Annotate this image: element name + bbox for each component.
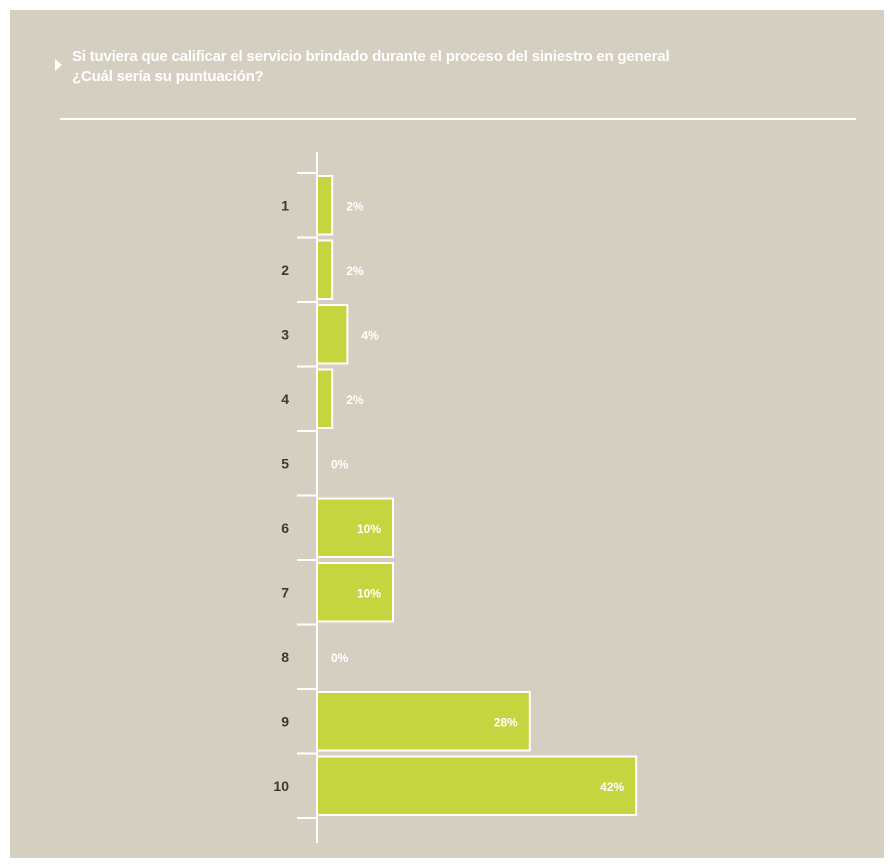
bar-10 [316, 755, 638, 816]
category-label: 3 [281, 326, 289, 342]
category-label: 5 [281, 455, 289, 471]
value-label: 28% [494, 715, 518, 729]
value-label: 2% [346, 264, 364, 278]
bar-7 [316, 562, 394, 623]
category-label: 4 [281, 391, 289, 407]
value-label: 2% [346, 199, 364, 213]
bar-4 [316, 368, 334, 429]
value-label: 10% [357, 586, 381, 600]
category-label: 1 [281, 197, 289, 213]
value-label: 0% [331, 457, 349, 471]
value-label: 42% [600, 780, 624, 794]
value-label: 4% [361, 328, 379, 342]
category-label: 2 [281, 262, 289, 278]
bar-2 [316, 239, 334, 300]
chart-title: Si tuviera que calificar el servicio bri… [72, 47, 832, 87]
bar-1 [316, 175, 334, 236]
category-label: 9 [281, 713, 289, 729]
bar-3 [316, 304, 349, 365]
chart-title-line2: ¿Cuál sería su puntuación? [72, 68, 264, 85]
category-label: 10 [273, 778, 289, 794]
bar-6 [316, 497, 394, 558]
value-label: 10% [357, 522, 381, 536]
category-label: 8 [281, 649, 289, 665]
chart-title-line1: Si tuviera que calificar el servicio bri… [72, 48, 670, 65]
value-label: 2% [346, 393, 364, 407]
title-divider [60, 118, 856, 120]
bullet-arrow-icon [55, 59, 62, 71]
value-label: 0% [331, 651, 349, 665]
category-label: 6 [281, 520, 289, 536]
bar-9 [316, 691, 531, 752]
category-label: 7 [281, 584, 289, 600]
